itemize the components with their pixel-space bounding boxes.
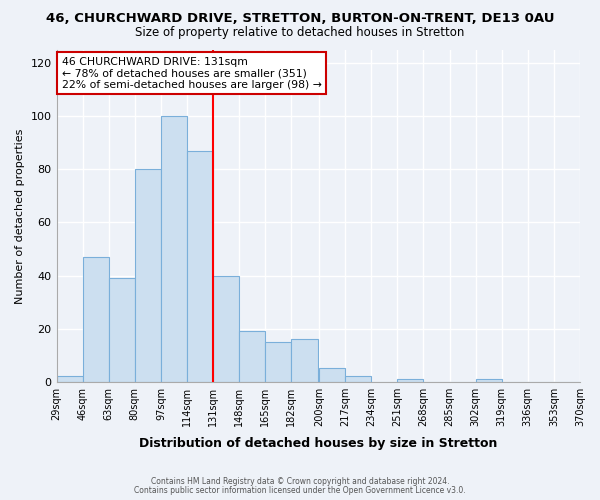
Text: 46, CHURCHWARD DRIVE, STRETTON, BURTON-ON-TRENT, DE13 0AU: 46, CHURCHWARD DRIVE, STRETTON, BURTON-O… [46, 12, 554, 26]
Y-axis label: Number of detached properties: Number of detached properties [15, 128, 25, 304]
Bar [265, 342, 292, 382]
Bar [292, 339, 317, 382]
Bar [187, 151, 213, 382]
Bar [319, 368, 345, 382]
Bar [345, 376, 371, 382]
Bar [476, 379, 502, 382]
Bar [109, 278, 135, 382]
Bar [83, 257, 109, 382]
Bar [56, 376, 83, 382]
Bar [161, 116, 187, 382]
Text: Contains HM Land Registry data © Crown copyright and database right 2024.: Contains HM Land Registry data © Crown c… [151, 477, 449, 486]
Text: Size of property relative to detached houses in Stretton: Size of property relative to detached ho… [136, 26, 464, 39]
X-axis label: Distribution of detached houses by size in Stretton: Distribution of detached houses by size … [139, 437, 497, 450]
Text: 46 CHURCHWARD DRIVE: 131sqm
← 78% of detached houses are smaller (351)
22% of se: 46 CHURCHWARD DRIVE: 131sqm ← 78% of det… [62, 56, 322, 90]
Bar [397, 379, 424, 382]
Text: Contains public sector information licensed under the Open Government Licence v3: Contains public sector information licen… [134, 486, 466, 495]
Bar [213, 276, 239, 382]
Bar [239, 331, 265, 382]
Bar [135, 170, 161, 382]
